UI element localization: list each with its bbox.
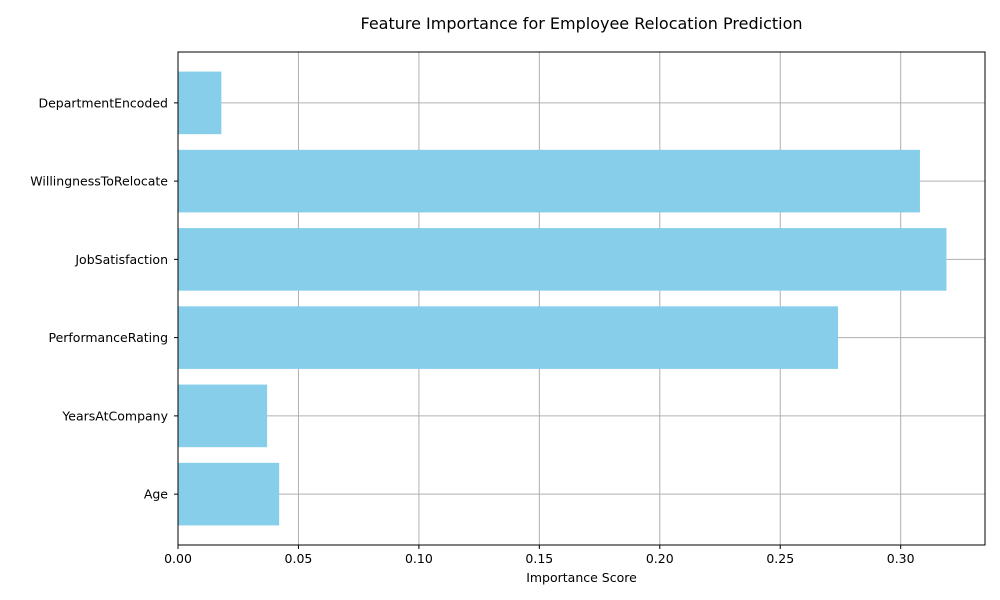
bar-JobSatisfaction	[178, 228, 947, 291]
bars	[178, 71, 947, 526]
grid-lines	[177, 52, 985, 545]
bar-Age	[178, 462, 280, 526]
x-axis-label: Importance Score	[526, 570, 637, 585]
bar-YearsAtCompany	[178, 384, 268, 448]
y-tick-label: YearsAtCompany	[61, 408, 168, 423]
y-tick-label: Age	[144, 487, 168, 502]
x-axis-ticks: 0.00 0.05 0.10 0.15 0.20 0.25 0.30	[164, 545, 915, 566]
bar-PerformanceRating	[178, 306, 839, 369]
y-tick-label: WillingnessToRelocate	[30, 174, 168, 189]
y-tick-label: DepartmentEncoded	[38, 95, 168, 110]
x-tick-label: 0.25	[766, 551, 794, 566]
x-tick-label: 0.05	[285, 551, 313, 566]
bar-DepartmentEncoded	[178, 71, 222, 135]
y-tick-label: PerformanceRating	[48, 330, 168, 345]
x-tick-label: 0.15	[525, 551, 553, 566]
y-axis-ticks: Age YearsAtCompany PerformanceRating JobSat…	[30, 95, 178, 502]
x-tick-label: 0.10	[405, 551, 433, 566]
bar-WillingnessToRelocate	[178, 149, 920, 213]
plot-frame	[177, 51, 986, 546]
chart-title: Feature Importance for Employee Relocati…	[360, 14, 802, 33]
x-tick-label: 0.30	[887, 551, 915, 566]
x-tick-label: 0.00	[164, 551, 192, 566]
y-tick-label: JobSatisfaction	[74, 252, 168, 267]
x-tick-label: 0.20	[646, 551, 674, 566]
